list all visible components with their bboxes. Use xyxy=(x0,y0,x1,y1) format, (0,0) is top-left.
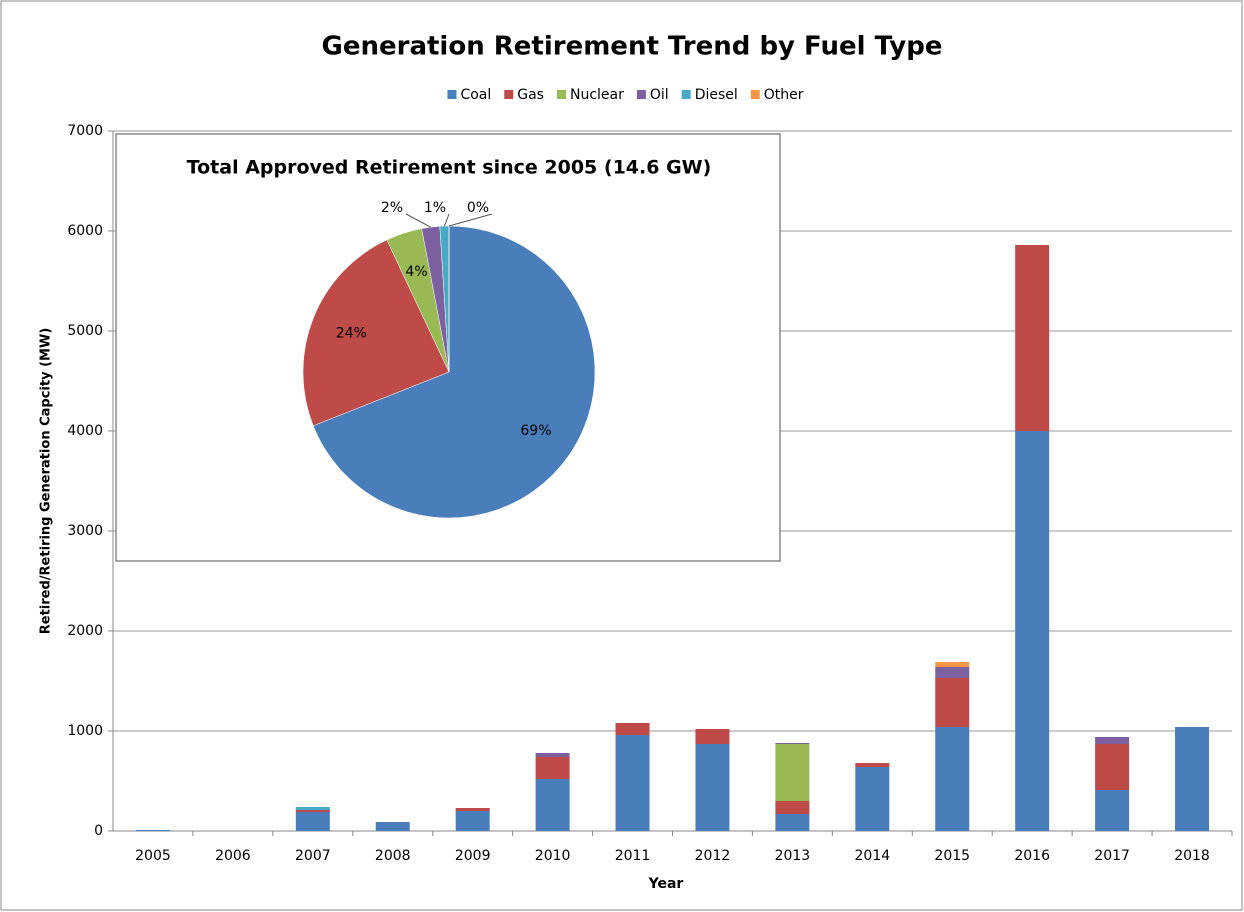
y-tick-label: 7000 xyxy=(67,123,103,139)
x-tick-label: 2007 xyxy=(295,848,331,864)
bar-segment xyxy=(135,830,170,831)
pie-leader xyxy=(405,213,431,228)
x-tick-label: 2014 xyxy=(855,848,891,864)
bar-segment xyxy=(695,729,730,744)
bar-segment xyxy=(535,757,570,779)
y-tick-label: 4000 xyxy=(67,423,103,439)
bar-segment xyxy=(1095,737,1130,744)
legend-swatch xyxy=(447,90,457,99)
pie-label: 2% xyxy=(381,200,403,216)
bar-segment xyxy=(1095,790,1130,831)
bar-segment xyxy=(615,735,650,831)
bar-segment xyxy=(1015,431,1050,831)
legend-swatch xyxy=(750,90,760,99)
legend-swatch xyxy=(504,90,514,99)
legend-label: Diesel xyxy=(695,87,738,103)
bar-segment xyxy=(535,779,570,831)
y-tick-label: 3000 xyxy=(67,523,103,539)
pie-leader xyxy=(443,213,450,227)
bar-segment xyxy=(1175,727,1210,831)
x-tick-label: 2009 xyxy=(455,848,491,864)
bar-segment xyxy=(295,807,330,810)
bar-segment xyxy=(1095,744,1130,790)
x-tick-label: 2013 xyxy=(775,848,811,864)
x-tick-label: 2016 xyxy=(1014,848,1050,864)
bar-segment xyxy=(775,801,810,814)
bar-segment xyxy=(695,744,730,831)
y-tick-label: 6000 xyxy=(67,223,103,239)
legend-label: Coal xyxy=(460,87,491,103)
y-tick-label: 0 xyxy=(94,823,103,839)
bar-segment xyxy=(775,743,810,744)
legend-label: Oil xyxy=(650,87,669,103)
chart-title: Generation Retirement Trend by Fuel Type xyxy=(322,32,943,62)
legend-label: Nuclear xyxy=(570,87,624,103)
legend-swatch xyxy=(681,90,691,99)
y-tick-label: 5000 xyxy=(67,323,103,339)
bar-segment xyxy=(855,767,890,831)
y-tick-label: 2000 xyxy=(67,623,103,639)
x-tick-label: 2017 xyxy=(1094,848,1130,864)
bar-segment xyxy=(935,678,970,727)
bar-segment xyxy=(455,808,490,811)
bar-segment xyxy=(775,814,810,831)
x-tick-label: 2012 xyxy=(695,848,731,864)
pie-label: 0% xyxy=(467,200,489,216)
pie-title: Total Approved Retirement since 2005 (14… xyxy=(187,157,712,179)
pie-label: 24% xyxy=(336,325,367,341)
x-tick-label: 2015 xyxy=(934,848,970,864)
bar-segment xyxy=(295,812,330,831)
y-axis-label: Retired/Retiring Generation Capcity (MW) xyxy=(39,328,54,635)
legend-swatch xyxy=(636,90,646,99)
legend-label: Other xyxy=(764,87,804,103)
bar-segment xyxy=(375,822,410,831)
bar-segment xyxy=(855,763,890,767)
bar-segment xyxy=(535,753,570,757)
x-tick-label: 2005 xyxy=(135,848,171,864)
bar-segment xyxy=(935,727,970,831)
pie-label: 1% xyxy=(424,200,446,216)
pie-leader xyxy=(448,213,493,227)
x-axis-label: Year xyxy=(648,876,684,892)
pie-slice xyxy=(302,239,450,427)
legend-label: Gas xyxy=(517,87,544,103)
pie-slice xyxy=(312,225,596,519)
pie-label: 69% xyxy=(520,423,551,439)
x-tick-label: 2018 xyxy=(1174,848,1210,864)
bar-segment xyxy=(615,723,650,735)
bar-segment xyxy=(1015,245,1050,431)
bar-segment xyxy=(775,744,810,801)
x-tick-label: 2006 xyxy=(215,848,251,864)
bar-segment xyxy=(455,811,490,831)
y-tick-label: 1000 xyxy=(67,723,103,739)
x-tick-label: 2010 xyxy=(535,848,571,864)
bar-segment xyxy=(295,810,330,812)
bar-segment xyxy=(935,667,970,678)
x-tick-label: 2008 xyxy=(375,848,411,864)
bar-segment xyxy=(935,662,970,667)
legend-swatch xyxy=(556,90,566,99)
pie-label: 4% xyxy=(405,264,427,280)
x-tick-label: 2011 xyxy=(615,848,651,864)
